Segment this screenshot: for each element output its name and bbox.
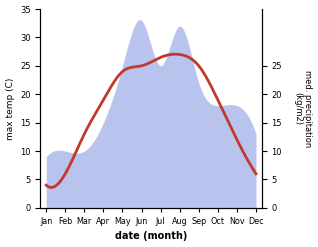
- Y-axis label: max temp (C): max temp (C): [5, 77, 15, 140]
- Y-axis label: med. precipitation
(kg/m2): med. precipitation (kg/m2): [293, 70, 313, 147]
- X-axis label: date (month): date (month): [115, 231, 187, 242]
